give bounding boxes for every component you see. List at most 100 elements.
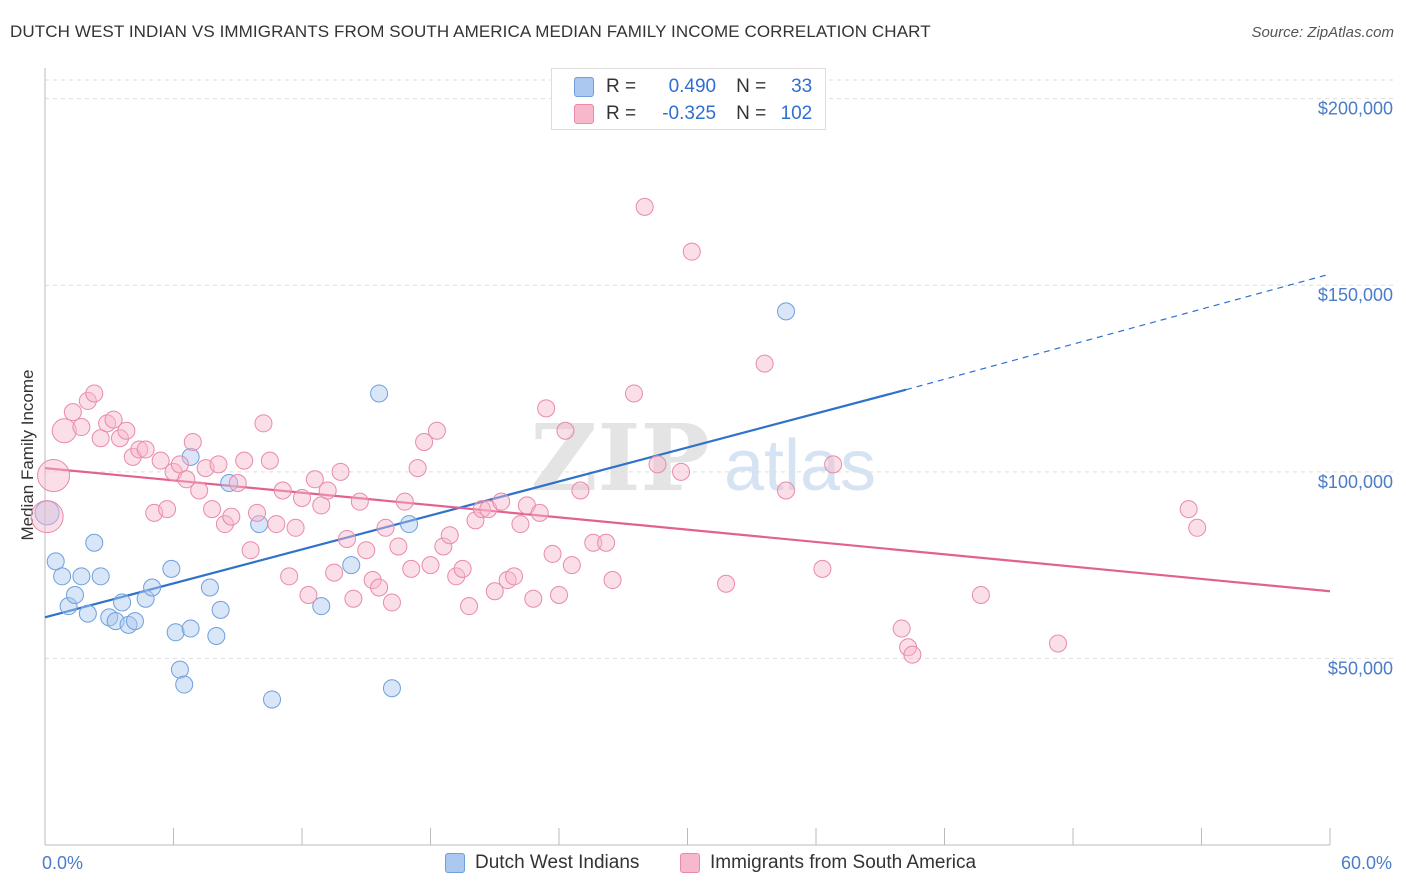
- r-value: -0.325: [662, 103, 717, 124]
- point-immigrant-south-america: [777, 481, 796, 500]
- point-immigrant-south-america: [376, 518, 395, 537]
- point-immigrant-south-america: [248, 503, 267, 522]
- point-dutch-west-indian: [46, 552, 65, 571]
- point-immigrant-south-america: [421, 556, 440, 575]
- n-value: 33: [791, 76, 813, 97]
- point-dutch-west-indian: [400, 515, 419, 534]
- point-dutch-west-indian: [181, 447, 200, 466]
- point-immigrant-south-america: [209, 455, 228, 474]
- point-immigrant-south-america: [813, 559, 832, 578]
- point-immigrant-south-america: [267, 515, 286, 534]
- point-immigrant-south-america: [466, 511, 485, 530]
- point-immigrant-south-america: [370, 578, 389, 597]
- point-immigrant-south-america: [382, 593, 401, 612]
- point-immigrant-south-america: [293, 488, 311, 507]
- point-immigrant-south-america: [85, 384, 104, 403]
- point-immigrant-south-america: [241, 541, 260, 560]
- point-immigrant-south-america: [1188, 518, 1207, 537]
- x-tick-label-min: 0.0%: [42, 853, 84, 873]
- point-dutch-west-indian: [200, 578, 219, 597]
- point-immigrant-south-america: [453, 559, 472, 578]
- legend-label: Dutch West Indians: [475, 852, 640, 873]
- point-immigrant-south-america: [130, 440, 149, 459]
- point-immigrant-south-america: [971, 585, 990, 604]
- point-immigrant-south-america: [280, 567, 299, 586]
- point-dutch-west-indian: [211, 600, 230, 619]
- series-legend: Dutch West Indians Immigrants from South…: [0, 852, 1406, 878]
- point-dutch-west-indian: [91, 567, 110, 586]
- point-immigrant-south-america: [91, 429, 110, 448]
- point-immigrant-south-america: [190, 481, 209, 500]
- r-label: R =: [606, 103, 637, 124]
- point-immigrant-south-america: [597, 533, 616, 552]
- r-label: R =: [606, 76, 637, 97]
- point-immigrant-south-america: [344, 589, 363, 608]
- legend-item-immigrants-south-america[interactable]: Immigrants from South America: [680, 852, 976, 874]
- point-immigrant-south-america: [51, 418, 77, 444]
- point-immigrant-south-america: [556, 421, 575, 440]
- point-immigrant-south-america: [427, 421, 446, 440]
- point-dutch-west-indian: [162, 559, 181, 578]
- point-immigrant-south-america: [325, 563, 344, 582]
- point-immigrant-south-america: [337, 530, 356, 548]
- point-immigrant-south-america: [1179, 500, 1198, 519]
- point-immigrant-south-america: [235, 451, 254, 470]
- point-immigrant-south-america: [447, 567, 466, 586]
- point-immigrant-south-america: [177, 470, 196, 489]
- point-immigrant-south-america: [299, 585, 318, 604]
- point-immigrant-south-america: [434, 537, 453, 556]
- point-immigrant-south-america: [72, 418, 91, 437]
- trend-line-pink: [44, 467, 1331, 593]
- point-dutch-west-indian: [777, 302, 796, 321]
- point-dutch-west-indian: [59, 597, 78, 616]
- point-immigrant-south-america: [571, 481, 590, 500]
- point-immigrant-south-america: [440, 526, 459, 545]
- point-immigrant-south-america: [755, 354, 774, 373]
- point-immigrant-south-america: [78, 391, 97, 410]
- point-immigrant-south-america: [273, 481, 292, 500]
- n-label: N =: [736, 103, 767, 124]
- point-dutch-west-indian: [175, 675, 194, 694]
- point-immigrant-south-america: [350, 492, 369, 511]
- point-immigrant-south-america: [562, 556, 581, 575]
- point-immigrant-south-america: [260, 451, 279, 470]
- point-immigrant-south-america: [635, 197, 654, 216]
- n-label: N =: [736, 76, 767, 97]
- point-immigrant-south-america: [524, 589, 543, 608]
- blue-swatch: [574, 77, 594, 97]
- point-immigrant-south-america: [415, 432, 434, 451]
- point-immigrant-south-america: [37, 459, 71, 493]
- pink-swatch: [574, 104, 594, 124]
- point-dutch-west-indian: [53, 567, 72, 586]
- point-immigrant-south-america: [104, 410, 123, 429]
- n-value: 102: [780, 103, 813, 124]
- point-immigrant-south-america: [318, 481, 337, 500]
- point-immigrant-south-america: [222, 507, 241, 526]
- point-dutch-west-indian: [136, 589, 155, 608]
- y-tick-label: $150,000: [1318, 285, 1393, 305]
- point-immigrant-south-america: [357, 541, 376, 560]
- point-immigrant-south-america: [203, 500, 222, 519]
- point-immigrant-south-america: [537, 399, 556, 418]
- point-immigrant-south-america: [117, 421, 136, 440]
- stats-legend: R = 0.490 N = 33 R = -0.325 N = 102: [551, 68, 826, 130]
- point-immigrant-south-america: [550, 585, 568, 604]
- legend-item-dutch-west-indians[interactable]: Dutch West Indians: [445, 852, 639, 874]
- legend-label: Immigrants from South America: [710, 852, 977, 873]
- r-value: 0.490: [668, 76, 717, 97]
- point-dutch-west-indian: [382, 679, 401, 698]
- y-tick-label: $200,000: [1318, 99, 1393, 119]
- point-immigrant-south-america: [717, 574, 736, 593]
- point-dutch-west-indian: [65, 585, 84, 604]
- point-dutch-west-indian: [143, 578, 162, 597]
- point-immigrant-south-america: [824, 455, 843, 474]
- point-dutch-west-indian: [166, 623, 185, 642]
- point-immigrant-south-america: [485, 582, 504, 601]
- pink-swatch: [680, 853, 700, 873]
- point-immigrant-south-america: [228, 474, 247, 493]
- point-dutch-west-indian: [85, 533, 104, 552]
- point-immigrant-south-america: [584, 533, 603, 552]
- point-immigrant-south-america: [363, 571, 382, 590]
- point-dutch-west-indian: [263, 690, 282, 709]
